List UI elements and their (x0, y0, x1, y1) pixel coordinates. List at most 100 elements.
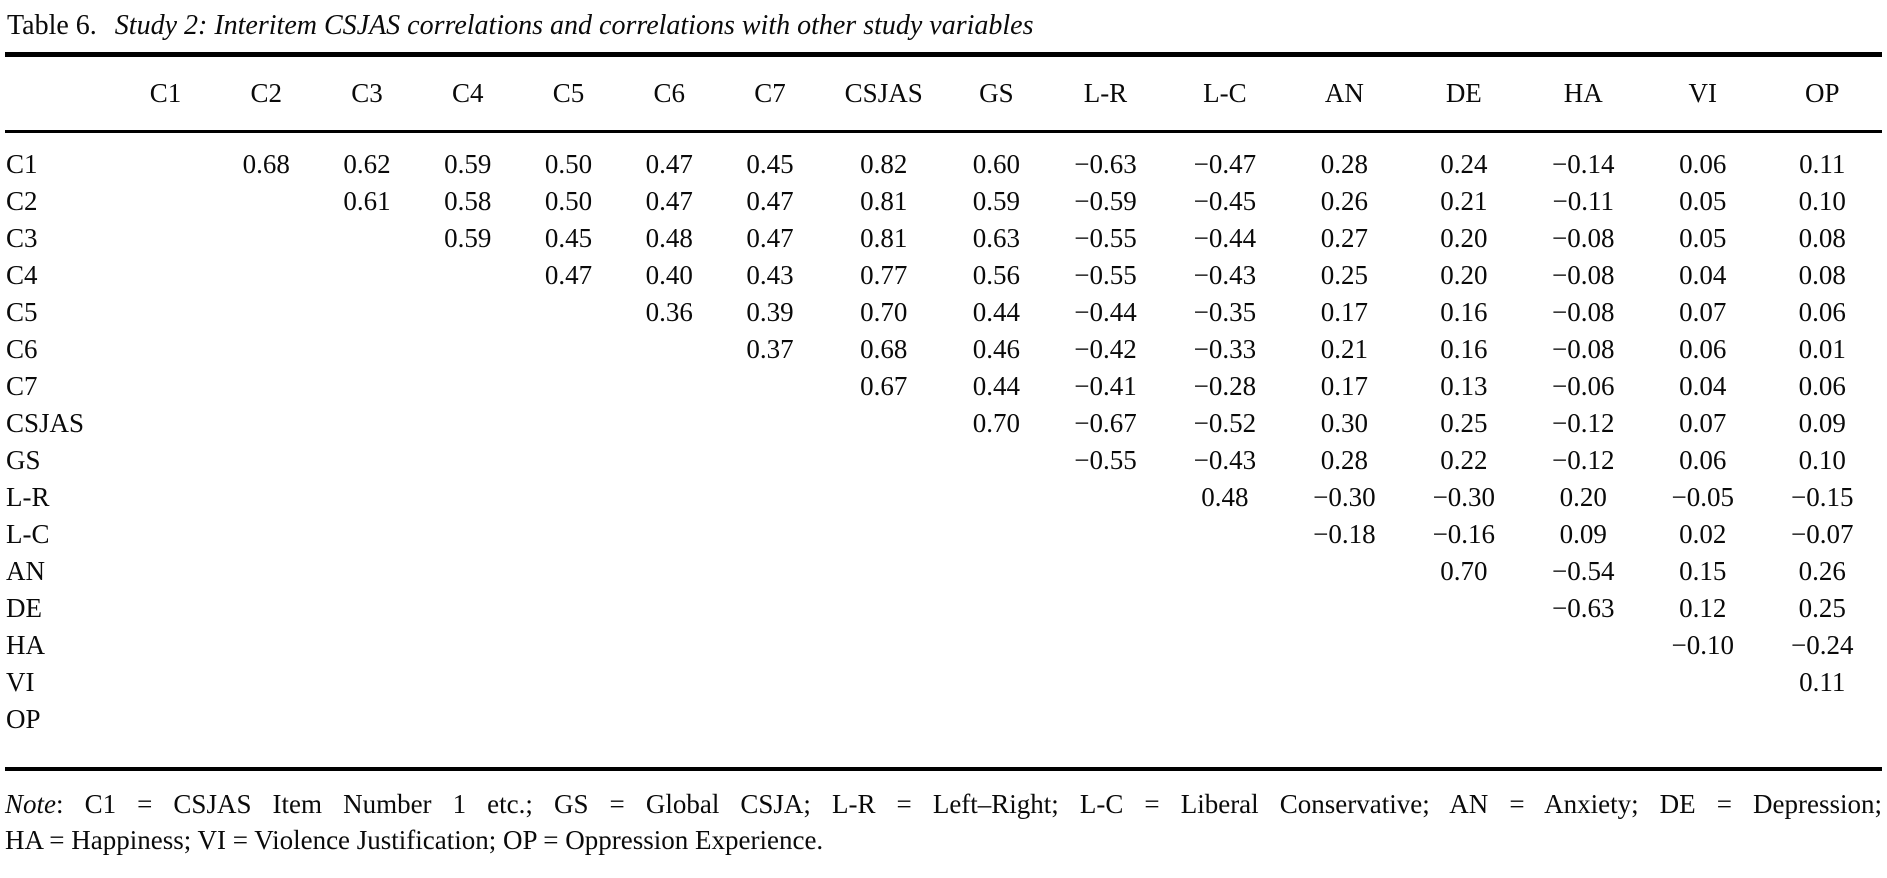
cell-ha-op: −0.24 (1790, 630, 1854, 660)
cell-an-ha: −0.54 (1552, 556, 1615, 586)
cell-csjas-l-c: −0.52 (1193, 408, 1257, 438)
cell-de-gs (947, 590, 1046, 627)
cell-c2-csjas: 0.81 (860, 186, 908, 216)
cell-op-l-c (1165, 701, 1284, 769)
cell-c2-gs: 0.59 (972, 186, 1021, 216)
cell-an-c5 (518, 553, 619, 590)
cell-c3-c5: 0.45 (544, 223, 593, 253)
cell-ha-csjas (820, 627, 947, 664)
row-label: L-R (6, 482, 50, 512)
cell-c2-c4: 0.58 (444, 186, 492, 216)
cell-l-c-c7 (720, 516, 821, 553)
row-label: C6 (6, 334, 38, 364)
cell-c5-ha: −0.08 (1552, 297, 1615, 327)
cell-l-c-c1 (115, 516, 216, 553)
cell-vi-op: 0.11 (1799, 667, 1846, 697)
table-row-c3: C3 0.59 0.45 0.48 0.47 0.81 0.63 −0.55 −0.44 0.27… (5, 220, 1882, 257)
cell-c5-de: 0.16 (1440, 297, 1488, 327)
cell-c3-gs: 0.63 (972, 223, 1021, 253)
cell-gs-c4 (417, 442, 518, 479)
cell-vi-csjas (820, 664, 947, 701)
column-header-csjas: CSJAS (820, 54, 948, 133)
table-row-gs: GS −0.55 −0.43 0.28 0.22 −0.12 0.06 0.10 (5, 442, 1882, 479)
cell-c6-csjas: 0.68 (860, 334, 908, 364)
cell-c2-l-r: −0.59 (1074, 186, 1137, 216)
cell-l-r-c1 (115, 479, 216, 516)
cell-c6-c5 (518, 331, 619, 368)
cell-vi-c6 (619, 664, 720, 701)
cell-c4-c2 (216, 257, 317, 294)
cell-csjas-vi: 0.07 (1679, 408, 1727, 438)
cell-c3-ha: −0.08 (1552, 223, 1615, 253)
cell-vi-c1 (115, 664, 216, 701)
cell-c5-c5 (518, 294, 619, 331)
header-row: C1 C2 C3 C4 C5 C6 C7 CSJAS GS L-R L-C AN DE HA VI OP (5, 54, 1882, 133)
cell-c7-c5 (518, 368, 619, 405)
cell-c4-csjas: 0.77 (860, 260, 908, 290)
cell-an-de: 0.70 (1440, 556, 1488, 586)
cell-c2-l-c: −0.45 (1193, 186, 1257, 216)
cell-l-c-c5 (518, 516, 619, 553)
cell-c2-ha: −0.11 (1552, 186, 1615, 216)
cell-c2-c2 (216, 183, 317, 220)
cell-op-gs (947, 701, 1046, 769)
cell-c7-gs: 0.44 (972, 371, 1021, 401)
cell-csjas-c5 (518, 405, 619, 442)
cell-de-csjas (820, 590, 947, 627)
column-header-c6: C6 (618, 54, 720, 133)
cell-c7-de: 0.13 (1440, 371, 1488, 401)
cell-an-c2 (216, 553, 317, 590)
cell-c4-op: 0.08 (1798, 260, 1846, 290)
cell-op-op (1762, 701, 1882, 769)
cell-vi-an (1285, 664, 1404, 701)
cell-c7-c7 (720, 368, 821, 405)
cell-de-ha: −0.63 (1552, 593, 1615, 623)
cell-de-c5 (518, 590, 619, 627)
note-text-1: : C1 = CSJAS Item Number 1 etc.; GS = Gl… (56, 789, 1882, 819)
cell-c4-c4 (417, 257, 518, 294)
table-number: Table 6. (7, 10, 97, 41)
cell-c7-c4 (417, 368, 518, 405)
cell-l-c-c4 (417, 516, 518, 553)
table-row-c7: C7 0.67 0.44 −0.41 −0.28 0.17 0.13 −0.06 0.04 0.0… (5, 368, 1882, 405)
cell-csjas-l-r: −0.67 (1074, 408, 1137, 438)
cell-op-vi (1643, 701, 1762, 769)
cell-op-c6 (619, 701, 720, 769)
cell-op-c3 (317, 701, 418, 769)
cell-c2-de: 0.21 (1440, 186, 1488, 216)
cell-vi-c7 (720, 664, 821, 701)
cell-ha-c4 (417, 627, 518, 664)
cell-vi-c5 (518, 664, 619, 701)
cell-c3-vi: 0.05 (1679, 223, 1727, 253)
cell-c3-csjas: 0.81 (860, 223, 908, 253)
cell-vi-l-r (1046, 664, 1165, 701)
cell-l-c-gs (947, 516, 1046, 553)
cell-c7-c1 (115, 368, 216, 405)
cell-c5-op: 0.06 (1798, 297, 1846, 327)
cell-c6-l-r: −0.42 (1074, 334, 1137, 364)
cell-ha-de (1404, 627, 1523, 664)
cell-ha-gs (947, 627, 1046, 664)
cell-c7-c3 (317, 368, 418, 405)
cell-gs-l-r: −0.55 (1074, 445, 1137, 475)
cell-c2-c7: 0.47 (746, 186, 794, 216)
cell-de-l-c (1165, 590, 1284, 627)
cell-c6-c1 (115, 331, 216, 368)
cell-l-r-c6 (619, 479, 720, 516)
cell-csjas-c6 (619, 405, 720, 442)
cell-c2-c6: 0.47 (645, 186, 693, 216)
cell-c1-c7: 0.45 (746, 149, 794, 179)
cell-c3-op: 0.08 (1798, 223, 1846, 253)
cell-an-csjas (820, 553, 947, 590)
cell-c5-vi: 0.07 (1679, 297, 1727, 327)
cell-c5-c3 (317, 294, 418, 331)
cell-c4-c6: 0.40 (645, 260, 693, 290)
column-header-c4: C4 (417, 54, 519, 133)
cell-ha-an (1285, 627, 1404, 664)
cell-c1-an: 0.28 (1320, 149, 1368, 179)
cell-csjas-c7 (720, 405, 821, 442)
cell-csjas-c4 (417, 405, 518, 442)
cell-gs-ha: −0.12 (1552, 445, 1615, 475)
cell-l-r-csjas (820, 479, 947, 516)
cell-c2-c3: 0.61 (343, 186, 391, 216)
